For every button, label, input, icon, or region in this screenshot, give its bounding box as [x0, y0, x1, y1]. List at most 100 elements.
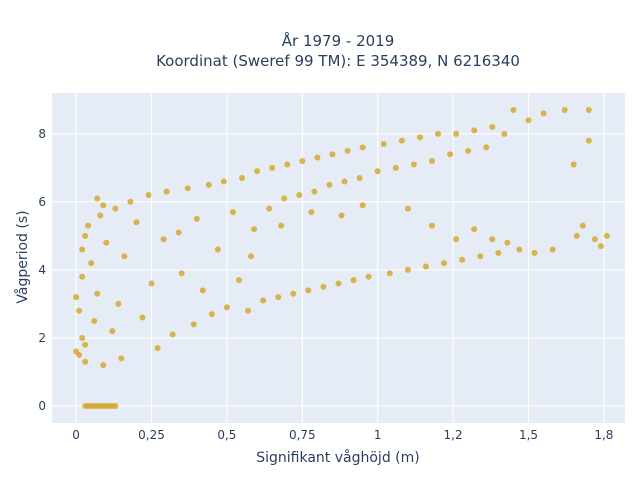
- data-point: [540, 110, 547, 117]
- chart-title-line-2: Koordinat (Sweref 99 TM): E 354389, N 62…: [156, 52, 520, 70]
- data-point: [573, 232, 580, 239]
- data-point: [428, 158, 435, 165]
- data-point: [585, 107, 592, 114]
- data-point: [404, 205, 411, 212]
- data-point: [428, 222, 435, 229]
- data-point: [416, 134, 423, 141]
- data-point: [220, 178, 227, 185]
- data-point: [465, 147, 472, 154]
- data-point: [504, 239, 511, 246]
- data-point: [549, 246, 556, 253]
- data-point: [314, 154, 321, 161]
- data-point: [561, 107, 568, 114]
- data-point: [299, 158, 306, 165]
- data-point: [91, 317, 98, 324]
- data-point: [76, 351, 83, 358]
- data-point: [410, 161, 417, 168]
- y-tick-label: 2: [38, 331, 46, 345]
- data-point: [79, 246, 86, 253]
- data-point: [100, 202, 107, 209]
- data-point: [94, 290, 101, 297]
- x-tick-label: 0,5: [217, 428, 236, 442]
- data-point: [422, 263, 429, 270]
- data-point: [489, 124, 496, 131]
- data-point: [73, 294, 80, 301]
- data-point: [163, 188, 170, 195]
- data-point: [386, 270, 393, 277]
- data-point: [350, 277, 357, 284]
- x-tick-label: 1,8: [594, 428, 613, 442]
- data-point: [453, 236, 460, 243]
- x-axis-title: Signifikant våghöjd (m): [256, 449, 419, 466]
- data-point: [251, 226, 258, 233]
- data-point: [570, 161, 577, 168]
- data-point: [329, 151, 336, 158]
- data-point: [335, 280, 342, 287]
- data-point: [359, 202, 366, 209]
- gridlines: [52, 93, 625, 423]
- data-point: [184, 185, 191, 192]
- data-point: [145, 192, 152, 199]
- chart-title-line-1: År 1979 - 2019: [282, 31, 395, 50]
- data-point: [284, 161, 291, 168]
- data-point: [127, 198, 134, 205]
- data-point: [441, 260, 448, 267]
- data-point: [178, 270, 185, 277]
- data-point: [223, 304, 230, 311]
- data-point: [459, 256, 466, 263]
- data-point: [238, 175, 245, 182]
- data-point: [88, 260, 95, 267]
- data-point: [118, 355, 125, 362]
- data-point: [82, 232, 89, 239]
- data-point: [404, 266, 411, 273]
- y-tick-label: 6: [38, 195, 46, 209]
- data-point: [278, 222, 285, 229]
- data-point: [229, 209, 236, 216]
- data-point: [525, 117, 532, 124]
- data-point: [597, 243, 604, 250]
- data-point: [489, 236, 496, 243]
- data-point: [94, 195, 101, 202]
- y-tick-label: 0: [38, 399, 46, 413]
- data-point: [308, 209, 315, 216]
- data-point: [248, 253, 255, 260]
- data-point: [585, 137, 592, 144]
- data-point: [338, 212, 345, 219]
- data-point: [148, 280, 155, 287]
- data-point: [435, 130, 442, 137]
- data-point: [281, 195, 288, 202]
- data-point: [133, 219, 140, 226]
- data-point: [471, 226, 478, 233]
- x-tick-label: 0: [72, 428, 80, 442]
- data-point: [208, 311, 215, 318]
- y-tick-label: 8: [38, 127, 46, 141]
- data-point: [190, 321, 197, 328]
- data-point: [79, 334, 86, 341]
- data-point: [305, 287, 312, 294]
- data-point: [100, 362, 107, 369]
- data-point: [603, 232, 610, 239]
- data-point: [579, 222, 586, 229]
- data-point: [235, 277, 242, 284]
- data-point: [266, 205, 273, 212]
- data-point: [380, 141, 387, 148]
- data-point: [311, 188, 318, 195]
- data-point: [471, 127, 478, 134]
- data-point: [121, 253, 128, 260]
- x-tick-labels: 0 0,25 0,5 0,75 1 1,2 1,5 1,8: [72, 428, 613, 442]
- x-tick-label: 0,75: [289, 428, 316, 442]
- data-point: [245, 307, 252, 314]
- data-point: [76, 307, 83, 314]
- data-point: [97, 212, 104, 219]
- data-point: [79, 273, 86, 280]
- data-point: [290, 290, 297, 297]
- data-points: [73, 107, 610, 409]
- data-point: [112, 402, 119, 409]
- data-point: [374, 168, 381, 175]
- data-point: [356, 175, 363, 182]
- data-point: [447, 151, 454, 158]
- data-point: [85, 222, 92, 229]
- data-point: [501, 130, 508, 137]
- data-point: [109, 328, 116, 335]
